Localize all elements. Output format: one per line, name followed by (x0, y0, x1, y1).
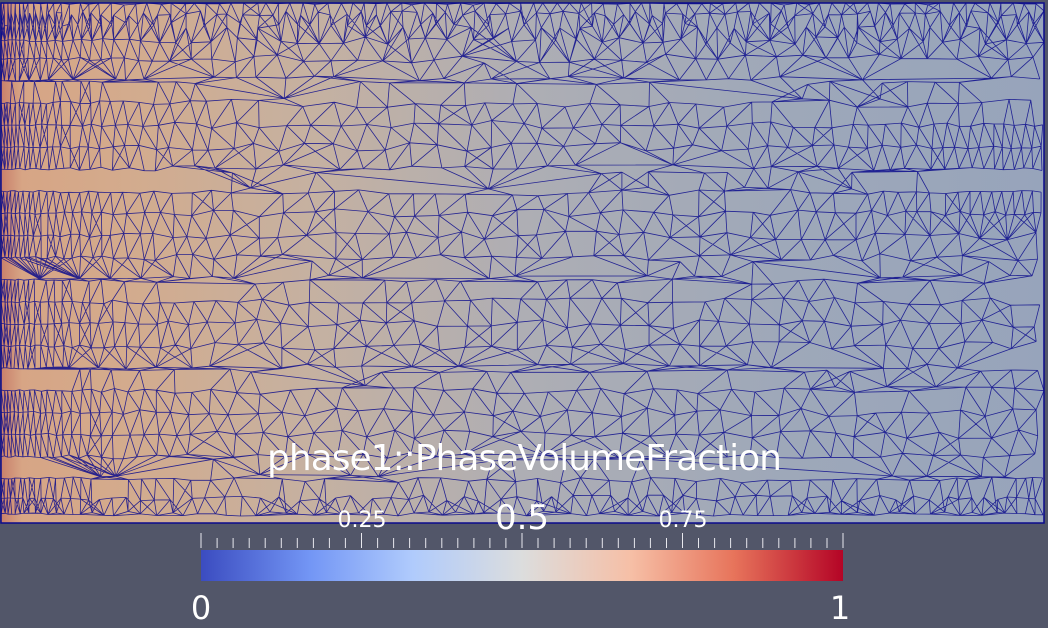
scalar-bar-title: phase1::PhaseVolumeFraction (267, 438, 782, 479)
scalar-bar-label-q3: 0.75 (658, 508, 708, 533)
domain-outline (0, 2, 1045, 524)
scalar-bar-label-max: 1 (829, 589, 851, 627)
scalar-bar-label-mid: 0.5 (494, 498, 550, 538)
scalar-bar-label-q1: 0.25 (337, 508, 387, 533)
scalar-bar-ticks (200, 533, 844, 548)
scalar-bar-label-min: 0 (190, 589, 212, 627)
scalar-bar (200, 533, 844, 581)
scalar-bar-gradient (201, 550, 843, 581)
